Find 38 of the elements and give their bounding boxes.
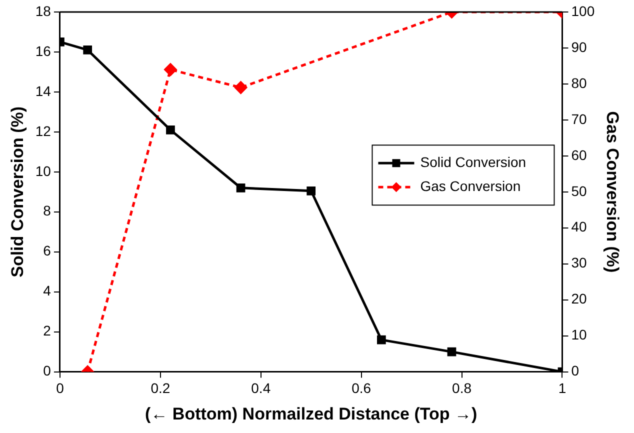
- y2-tick-label: 70: [571, 110, 588, 127]
- y-tick-label: 10: [35, 162, 52, 179]
- y2-tick-label: 50: [571, 182, 588, 199]
- point: [447, 347, 456, 356]
- x-tick-label: 0.6: [352, 380, 372, 396]
- y-tick-label: 6: [43, 242, 52, 259]
- x-axis-title: (← Bottom) Normailzed Distance (Top →): [145, 404, 478, 424]
- y-tick-label: 0: [43, 362, 52, 379]
- y-tick-label: 2: [43, 322, 52, 339]
- x-tick-label: 0.8: [452, 380, 472, 396]
- y-tick-label: 4: [43, 282, 52, 299]
- legend-label: Solid Conversion: [420, 154, 526, 170]
- y2-tick-label: 0: [571, 362, 580, 379]
- x-tick-label: 1: [558, 380, 566, 396]
- y-tick-label: 18: [35, 2, 52, 19]
- y-axis-title: Solid Conversion (%): [8, 106, 27, 278]
- y2-tick-label: 40: [571, 218, 588, 235]
- y2-tick-label: 90: [571, 38, 588, 55]
- point: [83, 46, 92, 54]
- point: [376, 335, 386, 344]
- point: [236, 183, 246, 192]
- x-tick-label: 0.4: [251, 380, 271, 396]
- y2-axis-title: Gas Conversion (%): [603, 111, 622, 273]
- y2-tick-label: 80: [571, 74, 588, 91]
- x-tick-label: 0.2: [150, 380, 170, 396]
- y2-tick-label: 100: [571, 2, 595, 19]
- y-tick-label: 12: [35, 122, 52, 139]
- legend-label: Gas Conversion: [420, 178, 521, 194]
- y2-tick-label: 10: [571, 326, 588, 343]
- y2-tick-label: 20: [571, 290, 588, 307]
- y2-tick-label: 60: [571, 146, 588, 163]
- y-tick-label: 8: [43, 202, 52, 219]
- point: [166, 126, 175, 134]
- y2-tick-label: 30: [571, 254, 588, 271]
- y-tick-label: 14: [35, 82, 52, 99]
- x-tick-label: 0: [56, 380, 64, 396]
- y-tick-label: 16: [35, 42, 52, 59]
- point: [306, 186, 316, 196]
